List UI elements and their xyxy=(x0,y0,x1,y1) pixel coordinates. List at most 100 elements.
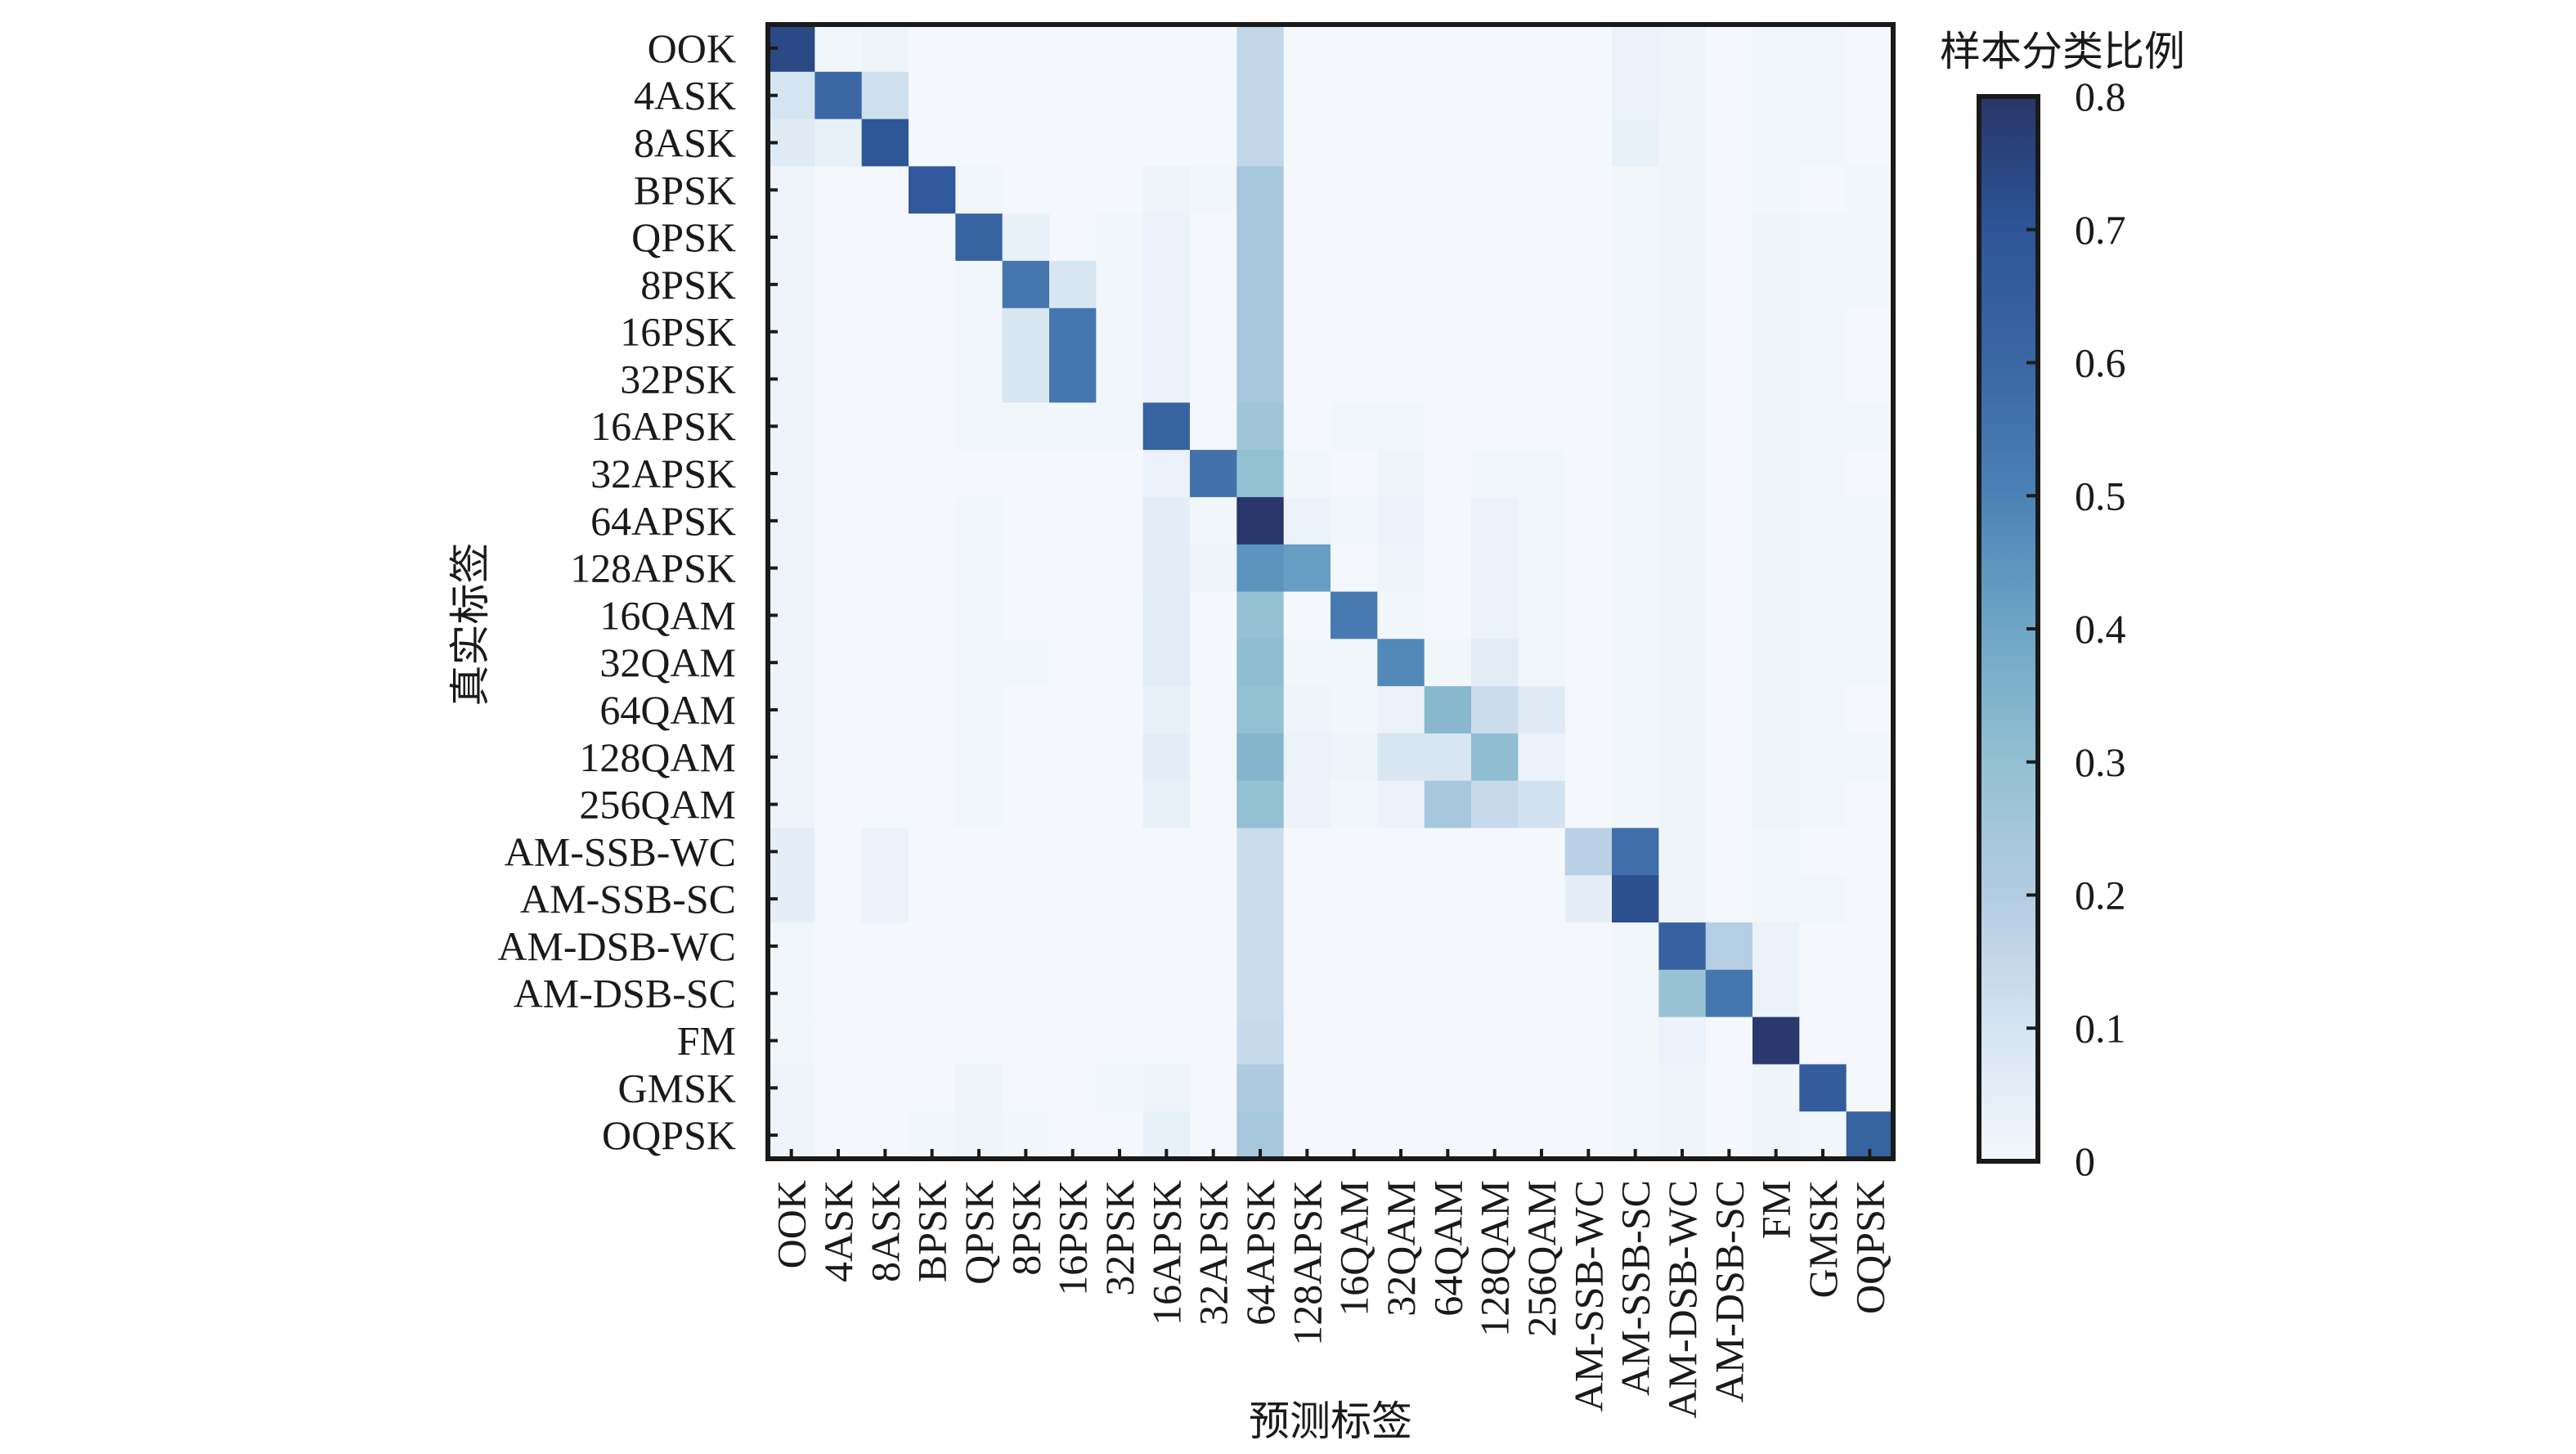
heatmap-cell xyxy=(1331,402,1378,451)
y-tick-label: 4ASK xyxy=(634,73,736,119)
heatmap-cell xyxy=(1518,260,1566,309)
heatmap-cell xyxy=(1799,307,1847,357)
y-tick-label: 32PSK xyxy=(620,356,736,402)
heatmap-cell xyxy=(861,875,909,923)
heatmap-cell xyxy=(1846,1064,1894,1112)
heatmap-cell xyxy=(1283,119,1331,167)
heatmap-cell xyxy=(1705,591,1753,639)
heatmap-cell xyxy=(815,875,863,923)
heatmap-cell xyxy=(955,733,1003,782)
heatmap-cell xyxy=(1752,544,1800,593)
heatmap-cell xyxy=(861,166,909,214)
heatmap-cell xyxy=(1846,450,1894,498)
heatmap-cell xyxy=(1049,591,1097,639)
heatmap-cell xyxy=(861,1016,909,1066)
y-tick-label: AM-DSB-WC xyxy=(497,923,736,969)
heatmap-cell xyxy=(1424,402,1472,451)
heatmap-cell xyxy=(1658,969,1707,1018)
heatmap-cell xyxy=(861,828,909,876)
heatmap-cell xyxy=(1518,1064,1566,1112)
heatmap-cell xyxy=(1190,260,1237,309)
heatmap-cell xyxy=(1190,733,1237,782)
heatmap-cell xyxy=(1190,639,1237,687)
heatmap-cell xyxy=(1846,25,1894,73)
heatmap-cell xyxy=(1518,213,1566,262)
heatmap-cell xyxy=(909,307,956,357)
heatmap-cell xyxy=(1471,1064,1519,1112)
heatmap-cell xyxy=(815,1064,863,1112)
heatmap-cell xyxy=(1190,25,1237,73)
heatmap-cell xyxy=(1705,969,1753,1018)
y-axis-tick-labels: OOK4ASK8ASKBPSKQPSK8PSK16PSK32PSK16APSK3… xyxy=(497,25,736,1158)
heatmap-cell xyxy=(1705,922,1753,971)
heatmap-cell xyxy=(1236,450,1285,498)
heatmap-cell xyxy=(1331,828,1378,876)
heatmap-cell xyxy=(909,71,956,120)
heatmap-cell xyxy=(1377,119,1425,167)
heatmap-cell xyxy=(815,25,863,73)
heatmap-cell xyxy=(1002,496,1050,545)
heatmap-cell xyxy=(1190,686,1237,734)
heatmap-cell xyxy=(1236,307,1285,357)
heatmap-cell xyxy=(1236,969,1285,1018)
heatmap-cell xyxy=(1049,780,1097,829)
heatmap-cell xyxy=(1564,686,1613,734)
heatmap-cell xyxy=(909,166,956,214)
heatmap-cell xyxy=(1612,733,1659,782)
heatmap-cell xyxy=(1564,166,1613,214)
heatmap-cell xyxy=(1424,119,1472,167)
heatmap-cell xyxy=(1705,544,1753,593)
heatmap-cell xyxy=(1096,402,1144,451)
heatmap-cell xyxy=(1612,355,1659,403)
heatmap-cell xyxy=(815,639,863,687)
heatmap-cell xyxy=(1752,591,1800,639)
heatmap-cell xyxy=(861,355,909,403)
x-tick-label: 32APSK xyxy=(1191,1180,1236,1326)
y-tick-label: 32QAM xyxy=(599,639,736,685)
heatmap-cell xyxy=(1049,875,1097,923)
heatmap-cell xyxy=(1377,922,1425,971)
heatmap-cell xyxy=(1612,307,1659,357)
heatmap-cell xyxy=(955,922,1003,971)
heatmap-cell xyxy=(1424,544,1472,593)
y-tick-label: FM xyxy=(677,1018,736,1064)
heatmap-cell xyxy=(1142,496,1191,545)
heatmap-cell xyxy=(1799,686,1847,734)
heatmap-cell xyxy=(1705,25,1753,73)
heatmap-cell xyxy=(1705,639,1753,687)
heatmap-cell xyxy=(1049,402,1097,451)
heatmap-cell xyxy=(1142,733,1191,782)
heatmap-cell xyxy=(1331,1016,1378,1066)
heatmap-cell xyxy=(1002,969,1050,1018)
heatmap-cell xyxy=(1846,119,1894,167)
heatmap-cell xyxy=(1377,686,1425,734)
heatmap-cell xyxy=(1846,307,1894,357)
heatmap-cell xyxy=(1799,591,1847,639)
heatmap-cell xyxy=(1049,71,1097,120)
heatmap-cell xyxy=(955,71,1003,120)
heatmap-cell xyxy=(1049,1016,1097,1066)
heatmap-cell xyxy=(1049,544,1097,593)
heatmap-cell xyxy=(815,686,863,734)
y-tick-label: AM-SSB-SC xyxy=(520,876,736,922)
heatmap-cell xyxy=(1049,639,1097,687)
heatmap-cell xyxy=(1190,71,1237,120)
heatmap-cell xyxy=(1331,25,1378,73)
heatmap-cell xyxy=(1471,922,1519,971)
heatmap-cell xyxy=(1518,591,1566,639)
heatmap-cell xyxy=(1049,828,1097,876)
heatmap-cell xyxy=(861,119,909,167)
heatmap-cell xyxy=(1049,496,1097,545)
heatmap-cell xyxy=(1518,450,1566,498)
heatmap-cell xyxy=(861,922,909,971)
heatmap-cell xyxy=(1331,780,1378,829)
heatmap-cell xyxy=(1377,733,1425,782)
y-tick-label: AM-SSB-WC xyxy=(505,828,736,874)
heatmap-cell xyxy=(1096,119,1144,167)
x-tick-label: 128QAM xyxy=(1472,1180,1518,1337)
heatmap-cell xyxy=(1142,1016,1191,1066)
heatmap-cell xyxy=(1658,780,1707,829)
heatmap-cell xyxy=(1799,733,1847,782)
heatmap-cell xyxy=(1283,686,1331,734)
heatmap-cell xyxy=(815,544,863,593)
